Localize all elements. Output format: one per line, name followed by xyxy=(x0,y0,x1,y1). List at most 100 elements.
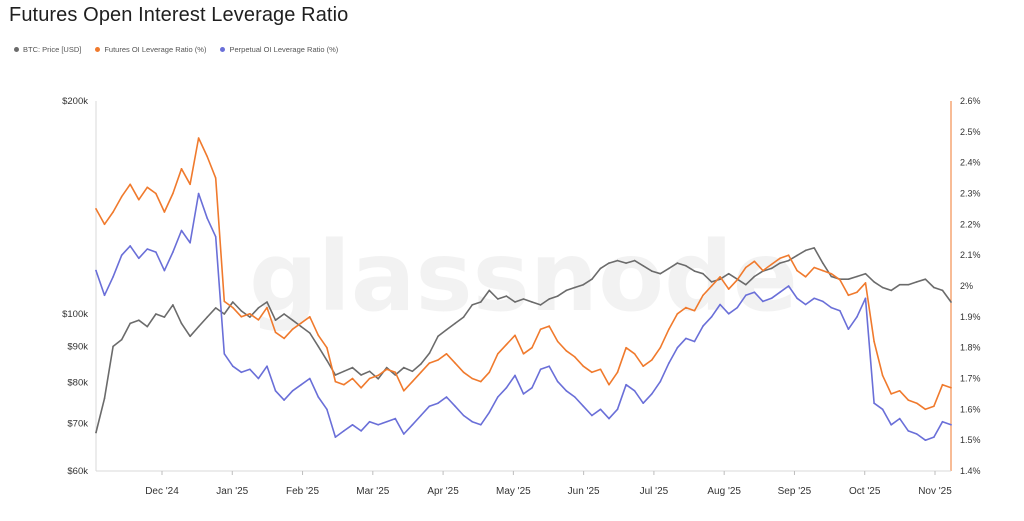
series-0-point xyxy=(343,370,345,373)
series-0-point xyxy=(103,397,106,400)
series-0-point xyxy=(787,259,790,262)
series-1-point xyxy=(556,340,559,343)
series-2-point xyxy=(488,411,491,414)
series-1-point xyxy=(813,266,815,269)
series-1-point xyxy=(633,353,636,355)
series-1-point xyxy=(702,294,704,297)
y-right-tick-label: 2.5% xyxy=(960,127,981,137)
series-1-point xyxy=(676,313,679,315)
x-tick-label: Aug '25 xyxy=(707,486,741,497)
legend-item-futures-oi[interactable]: Futures OI Leverage Ratio (%) xyxy=(95,45,206,54)
series-1-point xyxy=(950,387,952,389)
series-0-point xyxy=(856,275,858,278)
y-left-tick-label: $200k xyxy=(62,96,88,107)
series-2-point xyxy=(924,439,927,442)
series-2-point xyxy=(112,276,114,278)
series-1-point xyxy=(454,362,456,364)
series-1-point xyxy=(873,340,875,343)
series-0-point xyxy=(283,313,285,315)
series-2-point xyxy=(727,313,730,315)
series-0-point xyxy=(309,332,311,334)
series-2-point xyxy=(377,424,380,426)
series-0-point xyxy=(334,374,337,376)
series-1-point xyxy=(300,322,303,324)
series-0-point xyxy=(591,278,593,281)
series-1-point xyxy=(693,309,696,312)
series-0-point xyxy=(368,370,371,373)
legend-item-btc-price[interactable]: BTC: Price [USD] xyxy=(14,45,81,54)
series-0-point xyxy=(779,262,781,264)
series-0-point xyxy=(950,301,952,303)
x-tick-label: Jul '25 xyxy=(640,486,669,497)
series-0-point xyxy=(847,278,850,281)
y-left-tick-label: $70k xyxy=(67,419,88,430)
series-1-point xyxy=(762,269,764,272)
series-1-point xyxy=(898,390,901,392)
series-2-point xyxy=(249,368,251,371)
series-1-point xyxy=(266,306,268,309)
x-tick-label: May '25 xyxy=(496,486,531,497)
series-2-point xyxy=(103,294,106,297)
series-0-point xyxy=(445,329,448,331)
series-1-point xyxy=(941,383,944,386)
series-0-point xyxy=(522,298,525,300)
series-2-point xyxy=(813,297,815,300)
x-tick-label: Sep '25 xyxy=(778,486,812,497)
series-0-point xyxy=(488,289,491,292)
series-1-point xyxy=(394,371,397,374)
series-0-point xyxy=(616,259,619,262)
series-1-point xyxy=(249,313,251,315)
series-1-point xyxy=(377,374,380,377)
y-right-tick-label: 2% xyxy=(960,281,973,291)
series-0-point xyxy=(745,283,747,286)
series-2-point xyxy=(257,377,260,380)
series-1-point xyxy=(830,272,833,275)
series-1-point xyxy=(608,383,610,386)
series-0-point xyxy=(155,313,157,315)
series-1-point xyxy=(924,408,927,411)
legend-item-perpetual-oi[interactable]: Perpetual OI Leverage Ratio (%) xyxy=(220,45,338,54)
series-1-point xyxy=(283,337,285,340)
series-0-point xyxy=(933,286,935,289)
series-0-point xyxy=(257,307,260,309)
series-1-point xyxy=(257,319,260,321)
series-2-point xyxy=(172,251,174,253)
series-0-point xyxy=(582,283,585,286)
series-0-point xyxy=(556,295,559,297)
series-0-point xyxy=(411,370,414,373)
y-left-tick-label: $60k xyxy=(67,466,88,477)
series-2-point xyxy=(531,387,533,389)
series-2-point xyxy=(676,346,679,349)
series-1-point xyxy=(522,353,525,355)
series-2-point xyxy=(599,408,602,411)
series-0-point xyxy=(189,335,191,338)
x-tick-label: Jun '25 xyxy=(568,486,600,497)
series-2-point xyxy=(334,436,337,438)
legend-label: Perpetual OI Leverage Ratio (%) xyxy=(229,45,339,54)
series-2-point xyxy=(403,433,405,435)
series-2-point xyxy=(745,294,747,297)
x-tick-label: Feb '25 xyxy=(286,486,319,497)
series-0-point xyxy=(676,262,679,264)
series-1-point xyxy=(437,359,439,361)
series-1-point xyxy=(291,328,294,331)
series-1-point xyxy=(180,168,183,170)
series-2-point xyxy=(163,269,166,272)
series-0-point xyxy=(753,275,756,278)
series-0-point xyxy=(129,322,131,325)
series-2-point xyxy=(625,383,627,386)
series-2-point xyxy=(822,300,824,303)
series-1-point xyxy=(223,300,226,303)
y-left-tick-label: $100k xyxy=(62,309,88,320)
series-0-point xyxy=(881,286,884,289)
series-2-point xyxy=(616,408,619,411)
series-0-point xyxy=(574,286,576,289)
series-0-point xyxy=(505,295,508,297)
series-0-point xyxy=(172,304,174,306)
series-0-point xyxy=(514,301,516,303)
series-2-point xyxy=(556,380,559,383)
series-1-point xyxy=(839,279,841,281)
series-0-point xyxy=(873,281,875,283)
series-0-point xyxy=(813,247,815,249)
